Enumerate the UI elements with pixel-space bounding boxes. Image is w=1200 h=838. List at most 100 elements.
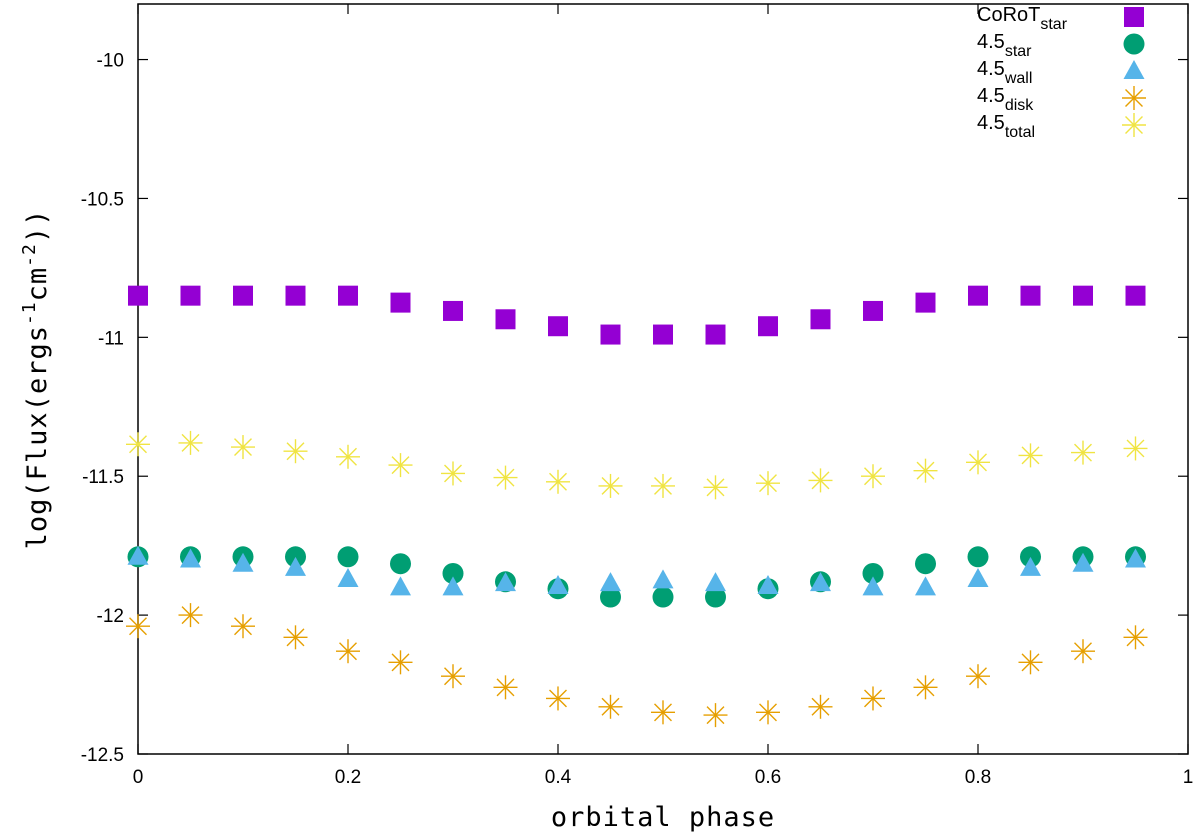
- data-point: [600, 586, 621, 608]
- legend-label: 4.5star: [977, 31, 1032, 60]
- series-45-total: [126, 430, 1148, 500]
- data-point: [757, 574, 779, 594]
- data-point: [1071, 639, 1095, 664]
- data-point: [232, 552, 254, 572]
- legend-label-main: 4.5: [977, 112, 1005, 134]
- data-point: [336, 444, 360, 469]
- legend-label: 4.5disk: [977, 85, 1034, 114]
- series-45-disk: [126, 603, 1148, 728]
- data-point: [1073, 285, 1093, 306]
- y-axis-label-middle: cm: [22, 267, 53, 302]
- axis-ticks: [137, 4, 1189, 755]
- series-45-wall: [127, 545, 1146, 596]
- data-point: [495, 309, 516, 330]
- data-point: [808, 468, 833, 493]
- data-point: [388, 650, 413, 675]
- data-point: [178, 430, 203, 455]
- legend-label: 4.5wall: [977, 58, 1032, 87]
- data-point: [861, 464, 885, 489]
- legend-marker: [1123, 33, 1145, 55]
- data-point: [285, 556, 306, 576]
- data-point: [862, 576, 884, 596]
- y-axis-label-exponent-2: -2: [19, 243, 40, 267]
- legend-label-subscript: wall: [1004, 70, 1033, 87]
- data-point: [966, 664, 990, 689]
- legend-label-main: 4.5: [977, 31, 1005, 53]
- data-point: [231, 614, 255, 639]
- y-axis-label-prefix: log(Flux(ergs: [22, 325, 53, 549]
- data-point: [1020, 556, 1041, 576]
- data-point: [390, 553, 411, 575]
- data-point: [651, 700, 675, 725]
- data-point: [758, 316, 778, 337]
- data-point: [390, 576, 411, 596]
- data-point: [600, 572, 621, 592]
- data-point: [178, 603, 203, 628]
- data-point: [441, 664, 465, 689]
- x-axis-label: orbital phase: [551, 802, 775, 833]
- data-point: [1071, 440, 1095, 465]
- legend-label-main: 4.5: [977, 58, 1005, 80]
- data-point: [336, 639, 360, 664]
- data-point: [861, 686, 885, 711]
- data-point: [546, 686, 570, 711]
- data-point: [128, 285, 148, 306]
- data-point: [1020, 285, 1041, 306]
- data-point: [233, 285, 253, 306]
- data-point: [285, 546, 306, 568]
- data-point: [705, 572, 726, 592]
- data-point: [705, 324, 726, 345]
- data-point: [443, 300, 463, 321]
- y-axis-label: log(Flux(ergs-1cm-2)): [19, 209, 53, 550]
- legend-label-subscript: total: [1005, 124, 1035, 141]
- data-point: [127, 545, 149, 565]
- data-point: [1123, 436, 1148, 461]
- data-point: [283, 439, 308, 464]
- y-tick-label: -10: [97, 51, 124, 72]
- series-45-star: [127, 546, 1146, 608]
- legend-marker: [1122, 86, 1146, 110]
- legend-label: 4.5total: [977, 112, 1035, 141]
- data-point: [337, 546, 359, 568]
- legend-marker: [1122, 113, 1146, 137]
- data-point: [915, 553, 936, 575]
- data-point: [913, 675, 938, 700]
- data-point: [703, 475, 728, 500]
- data-point: [598, 694, 623, 719]
- data-point: [126, 432, 150, 457]
- data-point: [756, 471, 780, 496]
- data-point: [1018, 443, 1043, 468]
- y-tick-label: -12.5: [81, 745, 124, 766]
- data-point: [1018, 650, 1043, 675]
- data-point: [967, 568, 989, 587]
- legend-label-main: CoRoT: [977, 4, 1040, 26]
- data-point: [388, 453, 413, 478]
- data-point: [442, 562, 464, 584]
- x-tick-label: 0.8: [965, 767, 991, 788]
- data-point: [338, 285, 358, 306]
- data-point: [180, 285, 201, 306]
- data-point: [600, 324, 621, 345]
- x-tick-label: 1: [1183, 767, 1194, 788]
- data-point: [651, 473, 675, 498]
- data-point: [915, 576, 936, 596]
- plot-frame: [137, 3, 1189, 755]
- y-axis-label-suffix: )): [22, 209, 53, 244]
- x-tick-label: 0.6: [755, 767, 781, 788]
- y-tick-label: -12: [97, 606, 124, 627]
- legend-label: CoRoTstar: [977, 4, 1068, 33]
- data-point: [390, 292, 411, 313]
- y-tick-label: -11: [98, 328, 124, 349]
- data-point: [913, 458, 938, 483]
- data-point: [810, 309, 831, 330]
- data-point: [547, 574, 569, 594]
- data-point: [1020, 546, 1041, 568]
- data-point: [546, 469, 570, 494]
- data-point: [652, 586, 674, 608]
- y-axis-label-exponent-1: -1: [19, 301, 40, 325]
- data-point: [493, 465, 518, 490]
- data-point: [283, 625, 308, 650]
- x-tick-label: 0.2: [335, 767, 361, 788]
- data-point: [862, 562, 884, 584]
